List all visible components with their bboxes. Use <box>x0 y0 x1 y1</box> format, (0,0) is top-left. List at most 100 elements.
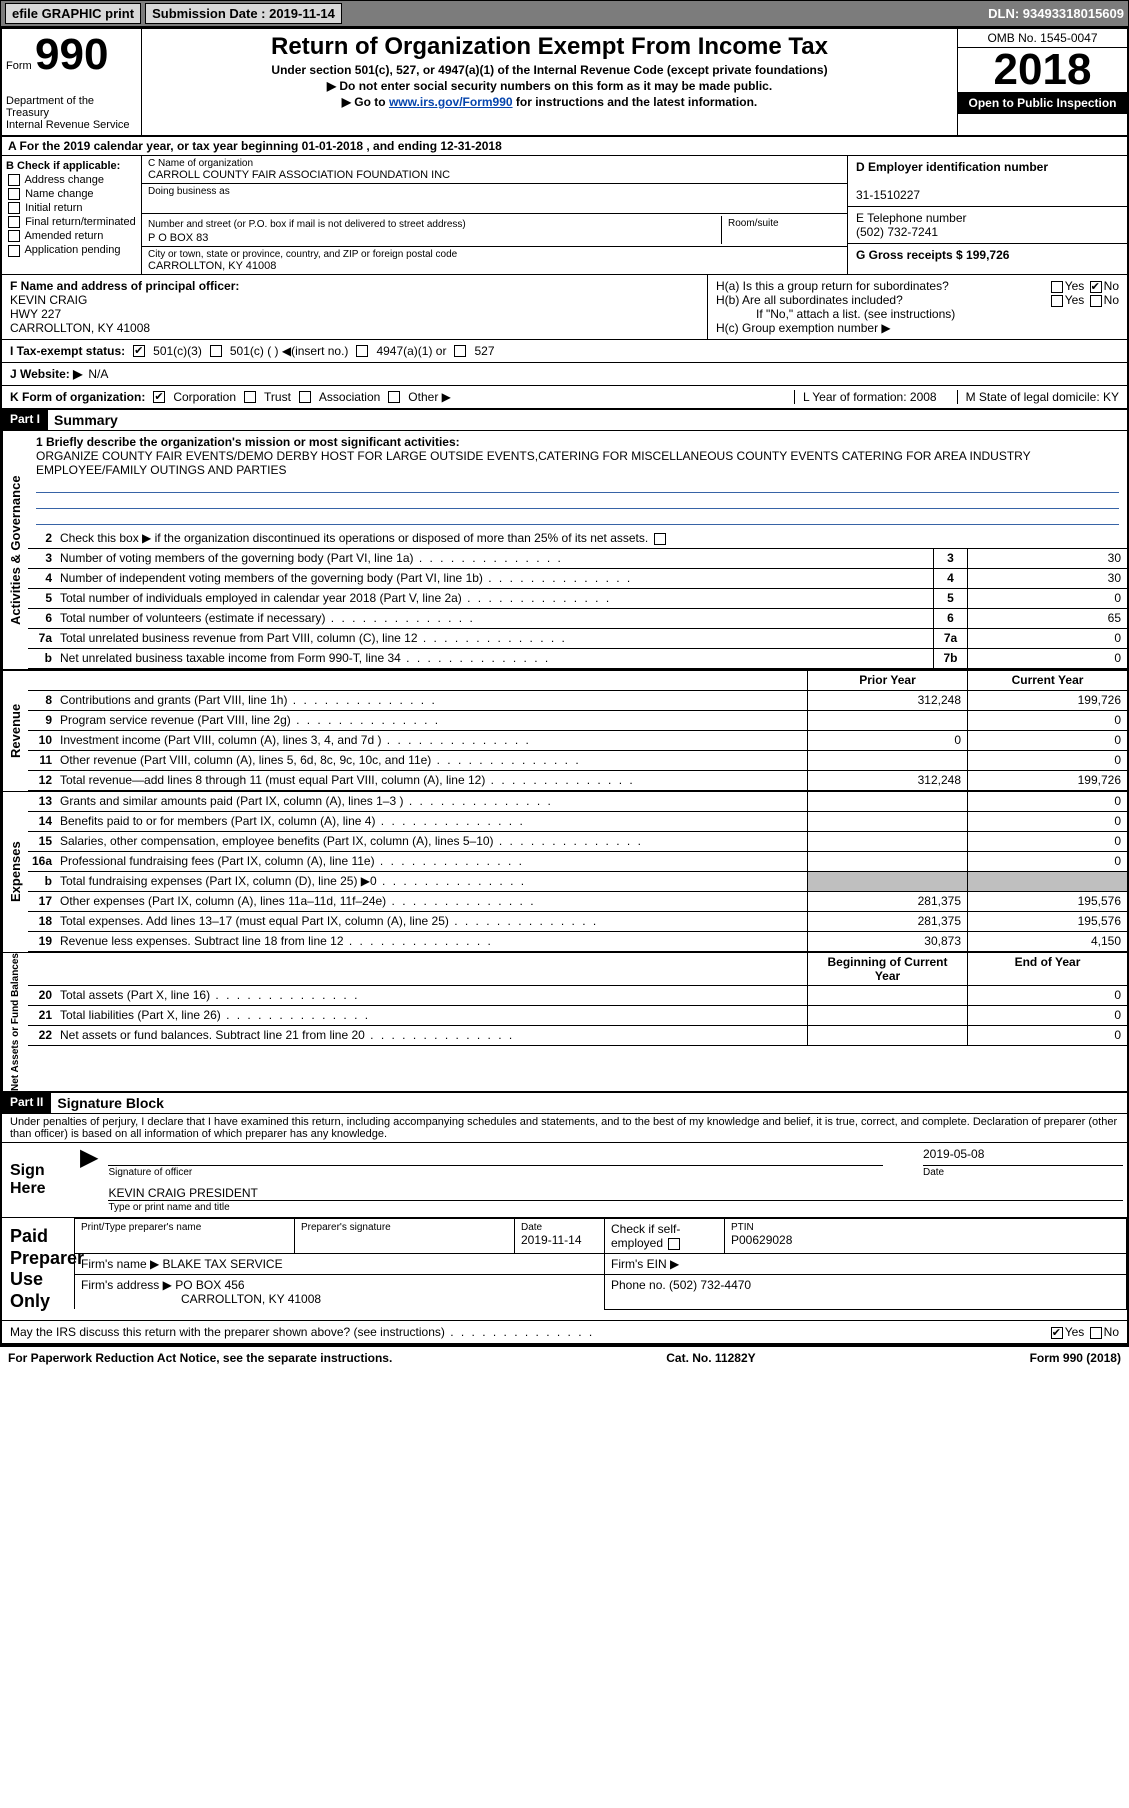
cb-other[interactable] <box>388 391 400 403</box>
row-j: J Website: ▶ N/A <box>2 363 1127 386</box>
header-right: OMB No. 1545-0047 2018 Open to Public In… <box>957 29 1127 135</box>
footer-left: For Paperwork Reduction Act Notice, see … <box>8 1351 392 1365</box>
officer-type-label: Type or print name and title <box>108 1200 1123 1213</box>
cb-discontinued[interactable] <box>654 533 666 545</box>
hc-label: H(c) Group exemption number ▶ <box>716 321 1119 335</box>
tax-status-label: I Tax-exempt status: <box>10 344 125 358</box>
row-a-tax-year: A For the 2019 calendar year, or tax yea… <box>2 137 1127 156</box>
officer-label: F Name and address of principal officer: <box>10 279 699 293</box>
gov-line: 5Total number of individuals employed in… <box>28 589 1127 609</box>
city-value: CARROLLTON, KY 41008 <box>148 260 841 272</box>
sign-arrow-icon: ▶ <box>74 1143 104 1217</box>
amt-line: bTotal fundraising expenses (Part IX, co… <box>28 872 1127 892</box>
hdr-current-year: Current Year <box>967 671 1127 690</box>
amt-line: 21Total liabilities (Part X, line 26)0 <box>28 1006 1127 1026</box>
cb-501c[interactable] <box>210 345 222 357</box>
cb-4947[interactable] <box>356 345 368 357</box>
amt-line: 22Net assets or fund balances. Subtract … <box>28 1026 1127 1046</box>
section-f: F Name and address of principal officer:… <box>2 275 707 339</box>
form-container: Form 990 Department of the Treasury Inte… <box>0 27 1129 1347</box>
cb-amended[interactable]: Amended return <box>6 230 137 242</box>
cb-corp[interactable] <box>153 391 165 403</box>
cb-discuss-yes[interactable] <box>1051 1327 1063 1339</box>
sign-here-row: Sign Here ▶ Signature of officer 2019-05… <box>2 1143 1127 1218</box>
revenue-block: Revenue Prior Year Current Year 8Contrib… <box>2 671 1127 792</box>
line1-label: 1 Briefly describe the organization's mi… <box>36 435 1119 449</box>
hdr-end-year: End of Year <box>967 953 1127 985</box>
pt-date-label: Date <box>521 1222 598 1233</box>
mission-text: ORGANIZE COUNTY FAIR EVENTS/DEMO DERBY H… <box>36 449 1119 477</box>
amt-line: 10Investment income (Part VIII, column (… <box>28 731 1127 751</box>
footer-right: Form 990 (2018) <box>1030 1351 1121 1365</box>
note2-pre: ▶ Go to <box>342 95 389 109</box>
ein-value: 31-1510227 <box>856 188 920 202</box>
dba-label: Doing business as <box>148 186 841 197</box>
form-org-label: K Form of organization: <box>10 390 145 404</box>
cb-527[interactable] <box>454 345 466 357</box>
officer-city: CARROLLTON, KY 41008 <box>10 321 699 335</box>
cb-initial-return[interactable]: Initial return <box>6 202 137 214</box>
public-inspection: Open to Public Inspection <box>958 92 1127 114</box>
amt-line: 18Total expenses. Add lines 13–17 (must … <box>28 912 1127 932</box>
form-note-ssn: ▶ Do not enter social security numbers o… <box>148 79 951 93</box>
hdr-begin-year: Beginning of Current Year <box>807 953 967 985</box>
netassets-block: Net Assets or Fund Balances Beginning of… <box>2 953 1127 1093</box>
ha-yes-cb[interactable] <box>1051 281 1063 293</box>
row-i: I Tax-exempt status: 501(c)(3) 501(c) ( … <box>2 340 1127 363</box>
hb-yes-cb[interactable] <box>1051 295 1063 307</box>
firm-addr-label: Firm's address ▶ <box>81 1278 172 1292</box>
cb-address-change[interactable]: Address change <box>6 174 137 186</box>
hdr-prior-year: Prior Year <box>807 671 967 690</box>
cb-assoc[interactable] <box>299 391 311 403</box>
form-title: Return of Organization Exempt From Incom… <box>148 33 951 61</box>
vtab-expenses: Expenses <box>2 792 28 952</box>
ptin-label: PTIN <box>731 1222 1120 1233</box>
submission-date-button[interactable]: Submission Date : 2019-11-14 <box>145 3 342 24</box>
irs-link[interactable]: www.irs.gov/Form990 <box>389 95 513 109</box>
part2-tag: Part II <box>2 1093 51 1113</box>
cb-app-pending[interactable]: Application pending <box>6 244 137 256</box>
col-b-title: B Check if applicable: <box>6 160 137 172</box>
header-left: Form 990 Department of the Treasury Inte… <box>2 29 142 135</box>
pt-name-label: Print/Type preparer's name <box>81 1222 288 1233</box>
firm-addr1: PO BOX 456 <box>175 1278 244 1292</box>
footer-mid: Cat. No. 11282Y <box>666 1351 755 1365</box>
hb-no-cb[interactable] <box>1090 295 1102 307</box>
section-bcd: B Check if applicable: Address change Na… <box>2 156 1127 275</box>
section-fh: F Name and address of principal officer:… <box>2 275 1127 340</box>
hb-label: H(b) Are all subordinates included? <box>716 293 903 307</box>
irs-label: Internal Revenue Service <box>6 119 137 131</box>
state-domicile: M State of legal domicile: KY <box>957 390 1119 404</box>
gov-line: 3Number of voting members of the governi… <box>28 549 1127 569</box>
cb-name-change[interactable]: Name change <box>6 188 137 200</box>
firm-name: BLAKE TAX SERVICE <box>163 1257 283 1271</box>
ein-label: D Employer identification number <box>856 160 1048 174</box>
gov-line: 6Total number of volunteers (estimate if… <box>28 609 1127 629</box>
gov-line: 7aTotal unrelated business revenue from … <box>28 629 1127 649</box>
vtab-governance: Activities & Governance <box>2 431 28 669</box>
efile-button[interactable]: efile GRAPHIC print <box>5 3 141 24</box>
room-suite: Room/suite <box>721 216 841 244</box>
cb-self-employed[interactable] <box>668 1238 680 1250</box>
amt-line: 17Other expenses (Part IX, column (A), l… <box>28 892 1127 912</box>
cb-501c3[interactable] <box>133 345 145 357</box>
gov-line: bNet unrelated business taxable income f… <box>28 649 1127 669</box>
amt-line: 14Benefits paid to or for members (Part … <box>28 812 1127 832</box>
org-name-label: C Name of organization <box>148 158 841 169</box>
governance-block: Activities & Governance 1 Briefly descri… <box>2 431 1127 671</box>
firm-addr2: CARROLLTON, KY 41008 <box>81 1292 321 1306</box>
sig-officer-label: Signature of officer <box>108 1165 883 1178</box>
cb-final-return[interactable]: Final return/terminated <box>6 216 137 228</box>
sig-date-label: Date <box>923 1165 1123 1178</box>
cb-discuss-no[interactable] <box>1090 1327 1102 1339</box>
org-name: CARROLL COUNTY FAIR ASSOCIATION FOUNDATI… <box>148 169 841 181</box>
part1-title: Summary <box>48 410 124 430</box>
cb-trust[interactable] <box>244 391 256 403</box>
row-k: K Form of organization: Corporation Trus… <box>2 386 1127 410</box>
officer-street: HWY 227 <box>10 307 699 321</box>
website-label: J Website: ▶ <box>10 367 82 381</box>
part2-title: Signature Block <box>51 1093 170 1113</box>
ha-label: H(a) Is this a group return for subordin… <box>716 279 949 293</box>
ha-no-cb[interactable] <box>1090 281 1102 293</box>
officer-name: KEVIN CRAIG <box>10 293 699 307</box>
